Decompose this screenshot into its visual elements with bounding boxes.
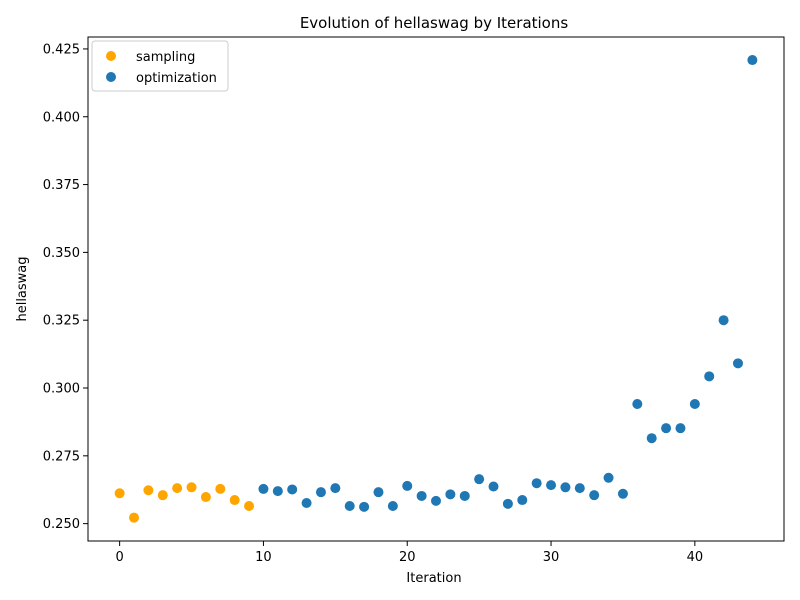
x-axis-label: Iteration	[406, 571, 461, 586]
points-layer	[114, 55, 758, 523]
data-point-optimization	[502, 498, 513, 509]
data-point-optimization	[589, 490, 600, 501]
data-point-optimization	[546, 480, 557, 491]
data-point-optimization	[359, 501, 370, 512]
data-point-optimization	[445, 489, 456, 500]
data-point-optimization	[603, 472, 614, 483]
y-axis-label: hellaswag	[15, 256, 30, 321]
data-point-sampling	[229, 495, 240, 506]
data-point-sampling	[129, 512, 140, 523]
data-point-optimization	[258, 483, 269, 494]
plot-frame	[87, 36, 785, 542]
data-point-sampling	[244, 501, 255, 512]
data-point-sampling	[143, 485, 154, 496]
data-point-optimization	[474, 474, 485, 485]
data-point-optimization	[675, 423, 686, 434]
y-tick-label: 0.250	[43, 517, 80, 532]
data-point-optimization	[718, 315, 729, 326]
data-point-optimization	[689, 399, 700, 410]
data-point-optimization	[272, 486, 283, 497]
legend-marker-optimization	[106, 72, 116, 82]
data-point-optimization	[632, 399, 643, 410]
y-tick-label: 0.300	[43, 382, 80, 397]
data-point-optimization	[531, 478, 542, 489]
data-point-optimization	[661, 423, 672, 434]
x-axis: 0 10 20 30 40	[115, 541, 703, 565]
data-point-sampling	[200, 492, 211, 503]
data-point-optimization	[732, 358, 743, 369]
y-tick-label: 0.400	[43, 110, 80, 125]
y-tick-label: 0.325	[43, 314, 80, 329]
chart-title: Evolution of hellaswag by Iterations	[300, 14, 569, 32]
data-point-optimization	[704, 371, 715, 382]
legend-label-optimization: optimization	[136, 71, 217, 86]
data-point-optimization	[488, 481, 499, 492]
y-tick-label: 0.425	[43, 42, 80, 57]
data-point-optimization	[387, 501, 398, 512]
legend-label-sampling: sampling	[136, 50, 195, 65]
data-point-optimization	[747, 55, 758, 66]
y-tick-label: 0.275	[43, 449, 80, 464]
legend-marker-sampling	[106, 51, 116, 61]
x-tick-label: 40	[687, 550, 704, 565]
data-point-optimization	[287, 484, 298, 495]
legend: sampling optimization	[91, 40, 229, 92]
data-point-sampling	[114, 488, 125, 499]
data-point-sampling	[157, 490, 168, 501]
y-tick-label: 0.350	[43, 246, 80, 261]
data-point-optimization	[330, 483, 341, 494]
data-point-optimization	[373, 487, 384, 498]
x-tick-label: 0	[115, 550, 123, 565]
data-point-optimization	[517, 495, 528, 506]
data-point-optimization	[344, 501, 355, 512]
data-point-optimization	[459, 490, 470, 501]
y-tick-label: 0.375	[43, 178, 80, 193]
data-point-optimization	[574, 483, 585, 494]
data-point-optimization	[646, 433, 657, 444]
data-point-optimization	[431, 495, 441, 506]
data-point-optimization	[301, 498, 312, 509]
data-point-optimization	[617, 488, 628, 499]
x-tick-label: 30	[543, 550, 560, 565]
data-point-sampling	[215, 483, 226, 494]
x-tick-label: 10	[255, 550, 272, 565]
data-point-sampling	[186, 482, 197, 493]
data-point-optimization	[315, 487, 326, 498]
data-point-optimization	[560, 482, 571, 493]
data-point-sampling	[172, 483, 183, 494]
data-point-optimization	[416, 490, 427, 501]
legend-box	[91, 40, 229, 92]
x-tick-label: 20	[399, 550, 416, 565]
y-axis: 0.250 0.275 0.300 0.325 0.350 0.375 0.400 0.425	[43, 42, 88, 532]
data-point-optimization	[402, 480, 413, 491]
